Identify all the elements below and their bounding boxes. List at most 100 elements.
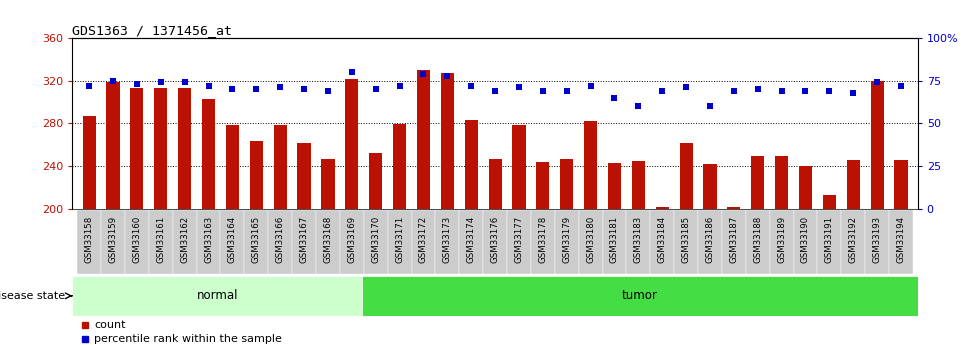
Bar: [650, 210, 674, 274]
Point: [655, 88, 670, 93]
Bar: [149, 210, 173, 274]
Point: [344, 69, 359, 75]
Text: GSM33184: GSM33184: [658, 216, 667, 263]
Bar: [579, 210, 603, 274]
Bar: [362, 276, 918, 316]
Bar: [369, 153, 383, 209]
Bar: [173, 210, 197, 274]
Point: [607, 95, 622, 100]
Text: GSM33176: GSM33176: [491, 216, 499, 263]
Bar: [483, 210, 507, 274]
Text: GSM33179: GSM33179: [562, 216, 571, 263]
Bar: [841, 210, 866, 274]
Bar: [269, 210, 292, 274]
Text: GSM33178: GSM33178: [538, 216, 548, 263]
Point: [702, 104, 718, 109]
Point: [464, 83, 479, 89]
Bar: [178, 88, 191, 209]
Text: GSM33194: GSM33194: [896, 216, 905, 263]
Point: [368, 86, 384, 92]
Text: GSM33187: GSM33187: [729, 216, 738, 263]
Bar: [220, 210, 244, 274]
Text: GSM33169: GSM33169: [348, 216, 356, 263]
Bar: [846, 160, 860, 209]
Text: GSM33177: GSM33177: [515, 216, 524, 263]
Bar: [889, 210, 913, 274]
Text: GSM33167: GSM33167: [299, 216, 308, 263]
Bar: [387, 210, 412, 274]
Bar: [531, 210, 554, 274]
Point: [798, 88, 813, 93]
Point: [272, 85, 288, 90]
Text: GSM33172: GSM33172: [419, 216, 428, 263]
Text: GSM33170: GSM33170: [371, 216, 381, 263]
Bar: [106, 82, 120, 209]
Text: GSM33188: GSM33188: [753, 216, 762, 263]
Point: [153, 80, 168, 85]
Bar: [393, 125, 406, 209]
Bar: [727, 207, 740, 209]
Bar: [536, 162, 550, 209]
Point: [774, 88, 789, 93]
Text: GSM33189: GSM33189: [777, 216, 786, 263]
Bar: [632, 161, 645, 209]
Point: [248, 86, 264, 92]
Text: GSM33185: GSM33185: [682, 216, 691, 263]
Text: GDS1363 / 1371456_at: GDS1363 / 1371456_at: [72, 24, 233, 37]
Bar: [202, 99, 215, 209]
Text: GSM33186: GSM33186: [705, 216, 715, 263]
Point: [511, 85, 526, 90]
Bar: [345, 79, 358, 209]
Bar: [698, 210, 722, 274]
Text: GSM33181: GSM33181: [610, 216, 619, 263]
Bar: [507, 210, 531, 274]
Bar: [125, 210, 149, 274]
Bar: [674, 210, 698, 274]
Point: [845, 90, 861, 95]
Text: normal: normal: [197, 289, 238, 302]
Point: [129, 81, 145, 87]
Point: [177, 80, 192, 85]
Text: GSM33173: GSM33173: [442, 216, 452, 263]
Bar: [465, 120, 478, 209]
Text: GSM33159: GSM33159: [108, 216, 118, 263]
Bar: [560, 159, 573, 209]
Bar: [817, 210, 841, 274]
Point: [822, 88, 838, 93]
Point: [869, 80, 885, 85]
Bar: [226, 126, 239, 209]
Point: [105, 78, 121, 83]
Bar: [603, 210, 626, 274]
Point: [487, 88, 502, 93]
Text: GSM33171: GSM33171: [395, 216, 404, 263]
Bar: [866, 210, 889, 274]
Bar: [417, 70, 430, 209]
Text: GSM33192: GSM33192: [849, 216, 858, 263]
Point: [297, 86, 312, 92]
Point: [225, 86, 241, 92]
Point: [726, 88, 742, 93]
Point: [535, 88, 551, 93]
Bar: [440, 73, 454, 209]
Bar: [77, 210, 101, 274]
Bar: [155, 88, 167, 209]
Text: GSM33162: GSM33162: [181, 216, 189, 263]
Text: GSM33165: GSM33165: [252, 216, 261, 263]
Point: [392, 83, 408, 89]
Bar: [584, 121, 597, 209]
Text: GSM33193: GSM33193: [872, 216, 882, 263]
Bar: [823, 195, 836, 209]
Bar: [895, 160, 907, 209]
Text: GSM33168: GSM33168: [324, 216, 332, 263]
Text: disease state: disease state: [0, 291, 66, 301]
Bar: [250, 141, 263, 209]
Bar: [775, 156, 788, 209]
Text: GSM33161: GSM33161: [156, 216, 165, 263]
Bar: [679, 142, 693, 209]
Bar: [770, 210, 793, 274]
Bar: [626, 210, 650, 274]
Bar: [292, 210, 316, 274]
Point: [582, 83, 598, 89]
Bar: [489, 159, 501, 209]
Bar: [554, 210, 579, 274]
